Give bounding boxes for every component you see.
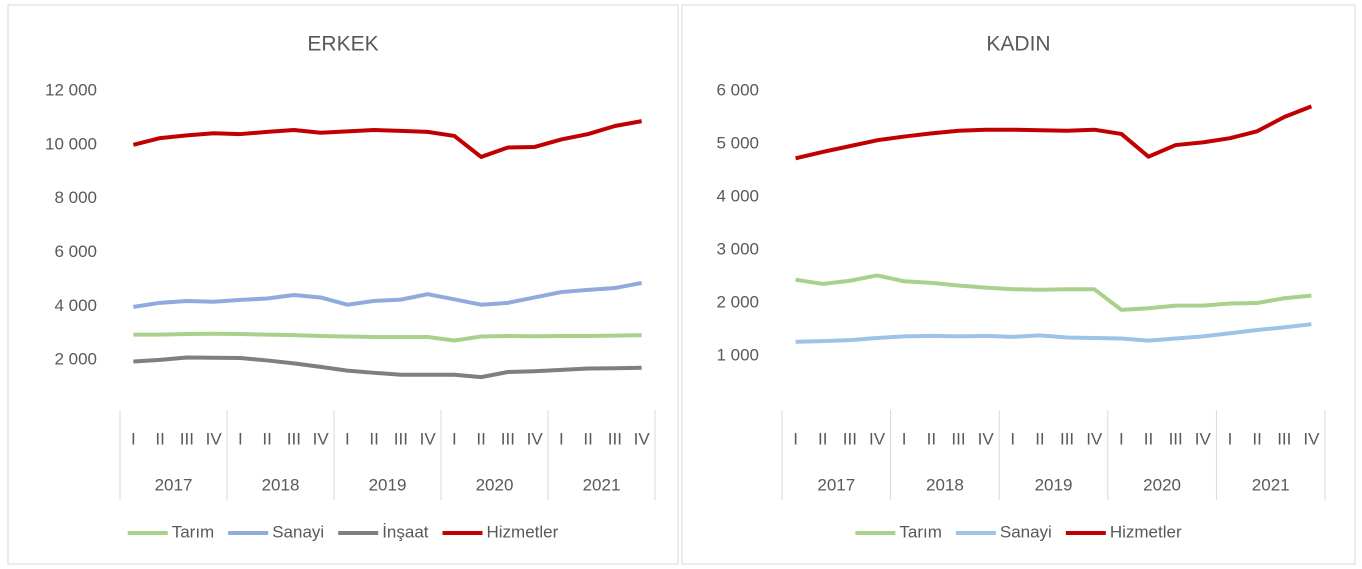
x-tick-label: I <box>1228 429 1233 448</box>
x-tick-label: I <box>1010 429 1015 448</box>
chart-title: KADIN <box>986 33 1050 56</box>
x-tick-label: III <box>1060 429 1074 448</box>
x-tick-label: III <box>1277 429 1291 448</box>
x-tick-label: III <box>843 429 857 448</box>
x-tick-label: III <box>287 429 301 448</box>
series-line <box>133 280 643 309</box>
x-tick-label: IV <box>1195 429 1212 448</box>
y-tick-label: 5 000 <box>716 133 759 152</box>
x-tick-label: II <box>476 429 485 448</box>
legend-label: Hizmetler <box>487 522 559 541</box>
x-tick-label: IV <box>634 429 651 448</box>
x-group-label: 2017 <box>155 475 193 494</box>
legend-label: Tarım <box>899 522 942 541</box>
y-tick-label: 3 000 <box>716 239 759 258</box>
y-tick-label: 12 000 <box>45 80 97 99</box>
x-tick-label: IV <box>1303 429 1320 448</box>
x-tick-label: III <box>180 429 194 448</box>
x-tick-label: I <box>559 429 564 448</box>
x-group-label: 2020 <box>476 475 514 494</box>
chart-frame <box>7 4 679 565</box>
y-tick-label: 6 000 <box>716 80 759 99</box>
y-tick-label: 6 000 <box>54 242 97 261</box>
x-tick-label: IV <box>527 429 544 448</box>
x-tick-label: II <box>155 429 164 448</box>
x-tick-label: III <box>394 429 408 448</box>
x-tick-label: II <box>927 429 936 448</box>
x-tick-label: II <box>1035 429 1044 448</box>
x-tick-label: IV <box>869 429 886 448</box>
y-tick-label: 4 000 <box>54 296 97 315</box>
x-tick-label: I <box>793 429 798 448</box>
x-tick-label: IV <box>313 429 330 448</box>
x-tick-label: I <box>345 429 350 448</box>
legend-label: Hizmetler <box>1110 522 1182 541</box>
x-group-label: 2018 <box>262 475 300 494</box>
x-tick-label: I <box>452 429 457 448</box>
x-tick-label: IV <box>978 429 995 448</box>
x-tick-label: II <box>369 429 378 448</box>
series-line <box>795 273 1312 312</box>
x-group-label: 2020 <box>1143 475 1181 494</box>
y-tick-label: 4 000 <box>716 186 759 205</box>
x-group-label: 2017 <box>817 475 855 494</box>
x-tick-label: IV <box>1086 429 1103 448</box>
x-tick-label: II <box>1252 429 1261 448</box>
x-tick-label: I <box>131 429 136 448</box>
x-tick-label: IV <box>206 429 223 448</box>
x-tick-label: II <box>583 429 592 448</box>
x-tick-label: I <box>902 429 907 448</box>
legend-label: Tarım <box>172 522 215 541</box>
x-tick-label: III <box>501 429 515 448</box>
legend-label: Sanayi <box>272 522 324 541</box>
series-line <box>133 331 642 343</box>
y-tick-label: 8 000 <box>54 188 97 207</box>
series-line <box>133 355 642 380</box>
x-group-label: 2021 <box>583 475 621 494</box>
x-tick-label: II <box>262 429 271 448</box>
x-tick-label: I <box>238 429 243 448</box>
x-group-label: 2019 <box>369 475 407 494</box>
y-tick-label: 2 000 <box>54 350 97 369</box>
chart-title: ERKEK <box>307 33 378 56</box>
series-line <box>795 322 1312 344</box>
x-tick-label: III <box>951 429 965 448</box>
series-line <box>795 104 1313 161</box>
y-tick-label: 2 000 <box>716 292 759 311</box>
x-tick-label: I <box>1119 429 1124 448</box>
x-group-label: 2019 <box>1035 475 1073 494</box>
y-tick-label: 1 000 <box>716 345 759 364</box>
legend-label: Sanayi <box>1000 522 1052 541</box>
chart-frame <box>681 4 1356 565</box>
series-line <box>132 119 642 159</box>
x-group-label: 2018 <box>926 475 964 494</box>
x-tick-label: III <box>1169 429 1183 448</box>
x-tick-label: IV <box>420 429 437 448</box>
y-tick-label: 10 000 <box>45 134 97 153</box>
x-tick-label: II <box>818 429 827 448</box>
legend-label: İnşaat <box>382 522 429 541</box>
x-group-label: 2021 <box>1252 475 1290 494</box>
x-tick-label: III <box>608 429 622 448</box>
x-tick-label: II <box>1144 429 1153 448</box>
